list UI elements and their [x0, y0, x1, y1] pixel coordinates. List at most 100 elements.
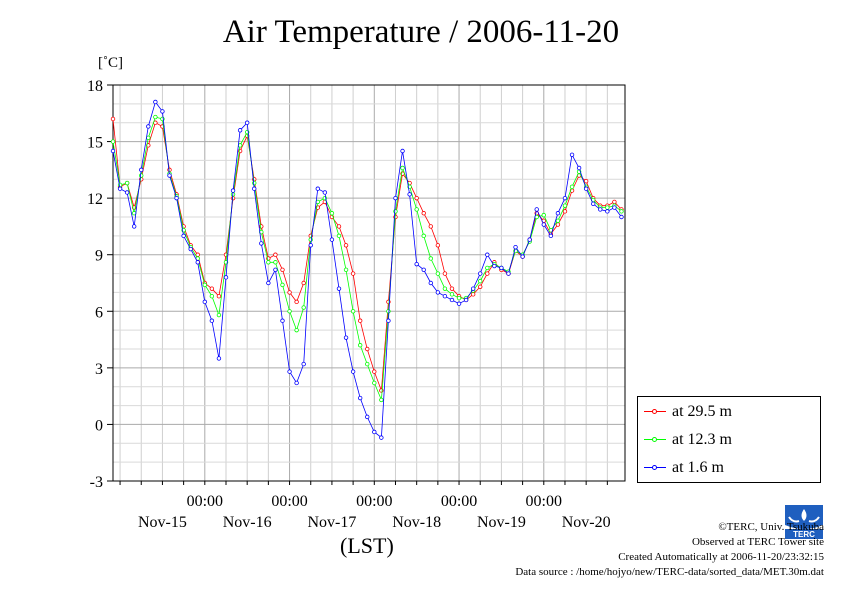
x-tick-label: 00:00: [271, 493, 307, 510]
data-source-text: Data source : /home/hojyo/new/TERC-data/…: [515, 566, 824, 578]
data-point: [485, 265, 490, 271]
data-point: [562, 195, 568, 201]
data-point: [294, 299, 299, 305]
data-point: [259, 241, 264, 246]
plot-frame: [112, 84, 626, 482]
data-point: [562, 203, 568, 208]
data-point: [266, 280, 271, 286]
day-label: Nov-15: [138, 514, 187, 531]
data-point: [456, 295, 462, 301]
data-point: [287, 309, 292, 314]
data-point: [252, 180, 257, 186]
data-point: [393, 195, 398, 201]
legend-item-1-6m: at 1.6 m: [644, 458, 724, 478]
legend-swatch-red: [644, 407, 666, 417]
data-point: [372, 369, 377, 374]
data-point: [372, 429, 377, 435]
data-point: [442, 294, 448, 299]
data-point: [110, 116, 116, 122]
series-layer: [110, 99, 624, 440]
data-point: [329, 211, 335, 216]
data-point: [294, 327, 299, 333]
data-point: [393, 209, 398, 214]
data-point: [336, 224, 342, 229]
chart-title: Air Temperature / 2006-11-20: [222, 14, 620, 50]
data-point: [336, 286, 342, 291]
data-point: [139, 167, 144, 173]
data-point: [216, 312, 222, 318]
data-point: [294, 380, 299, 386]
created-text: Created Automatically at 2006-11-20/23:3…: [618, 551, 824, 563]
data-point: [520, 254, 525, 259]
data-point: [478, 271, 483, 276]
data-point: [308, 243, 313, 248]
data-point: [350, 271, 356, 276]
data-point: [181, 233, 186, 239]
data-point: [421, 211, 426, 216]
data-point: [329, 237, 335, 242]
x-tick-label: 00:00: [441, 493, 477, 510]
x-axis-label: (LST): [340, 533, 394, 558]
data-point: [386, 318, 391, 323]
y-tick-label: 9: [95, 248, 103, 265]
data-point: [555, 211, 561, 216]
data-point: [365, 346, 370, 352]
data-point: [449, 286, 455, 291]
data-point: [273, 252, 278, 257]
data-point: [188, 246, 193, 252]
day-label: Nov-20: [562, 514, 611, 531]
data-point: [209, 318, 215, 323]
data-point: [555, 218, 561, 223]
legend-label: at 1.6 m: [672, 459, 724, 476]
data-point: [343, 267, 349, 272]
terc-logo: TERC: [783, 503, 825, 541]
data-point: [372, 380, 377, 386]
data-point: [442, 286, 448, 291]
x-tick-label: 00:00: [526, 493, 562, 510]
data-point: [223, 275, 229, 280]
data-point: [612, 205, 617, 210]
data-point: [485, 252, 490, 257]
data-point: [301, 280, 306, 286]
data-point: [576, 165, 582, 171]
data-point: [449, 292, 455, 297]
data-point: [153, 99, 158, 105]
data-point: [478, 284, 483, 289]
data-point: [357, 343, 363, 348]
data-point: [435, 271, 441, 276]
day-label: Nov-18: [392, 514, 441, 531]
data-point: [386, 309, 391, 314]
data-point: [428, 256, 433, 261]
data-point: [562, 209, 568, 214]
data-point: [541, 212, 546, 218]
data-point: [605, 209, 610, 214]
data-point: [350, 369, 356, 374]
data-point: [124, 180, 130, 186]
data-point: [350, 309, 356, 314]
data-point: [301, 361, 306, 367]
data-point: [400, 165, 405, 171]
data-point: [506, 271, 511, 276]
data-point: [470, 292, 476, 297]
data-point: [492, 263, 497, 269]
data-point: [414, 195, 419, 201]
data-point: [117, 186, 123, 191]
series-line: [112, 116, 622, 401]
y-tick-label: 6: [95, 304, 103, 321]
data-point: [583, 186, 589, 191]
data-point: [463, 297, 469, 303]
data-point: [365, 414, 370, 420]
legend-swatch-green: [644, 435, 666, 445]
data-point: [534, 207, 539, 212]
y-tick-label: 18: [87, 78, 103, 95]
legend-label: at 12.3 m: [672, 431, 732, 448]
data-point: [591, 201, 596, 206]
data-point: [569, 184, 575, 190]
data-point: [442, 271, 448, 276]
x-tick-label: 00:00: [187, 493, 223, 510]
data-point: [266, 260, 271, 265]
data-point: [619, 209, 624, 214]
data-point: [541, 222, 546, 227]
